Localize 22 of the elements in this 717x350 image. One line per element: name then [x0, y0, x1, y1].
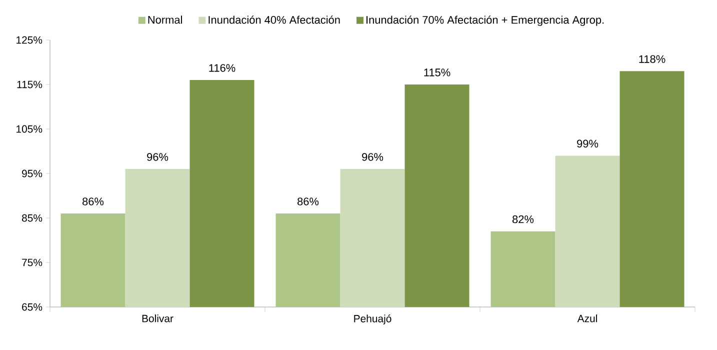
- legend-label: Normal: [148, 16, 182, 24]
- data-label: 116%: [209, 64, 236, 72]
- data-label: 86%: [298, 198, 319, 206]
- legend-label: Inundación 40% Afectación: [208, 16, 340, 24]
- y-tick-label: 85%: [22, 214, 42, 222]
- legend-label: Inundación 70% Afectación + Emergencia Agrop.: [366, 16, 604, 26]
- y-tick-label: 75%: [22, 258, 42, 266]
- data-label: 96%: [362, 153, 384, 161]
- y-tick-label: 105%: [16, 125, 42, 133]
- x-tick-label: Bolivar: [142, 314, 174, 322]
- y-tick-label: 115%: [17, 80, 42, 88]
- data-label: 99%: [577, 140, 598, 148]
- x-tick-label: Pehuajó: [354, 314, 392, 324]
- y-tick-label: 95%: [22, 170, 42, 178]
- data-label: 86%: [82, 198, 104, 206]
- data-label: 82%: [512, 215, 534, 224]
- data-label: 96%: [147, 153, 168, 161]
- y-tick-label: 125%: [16, 36, 42, 44]
- x-tick-label: Azul: [577, 314, 597, 322]
- data-label: 118%: [639, 55, 666, 63]
- y-tick-label: 65%: [22, 303, 42, 311]
- data-label: 115%: [424, 68, 450, 76]
